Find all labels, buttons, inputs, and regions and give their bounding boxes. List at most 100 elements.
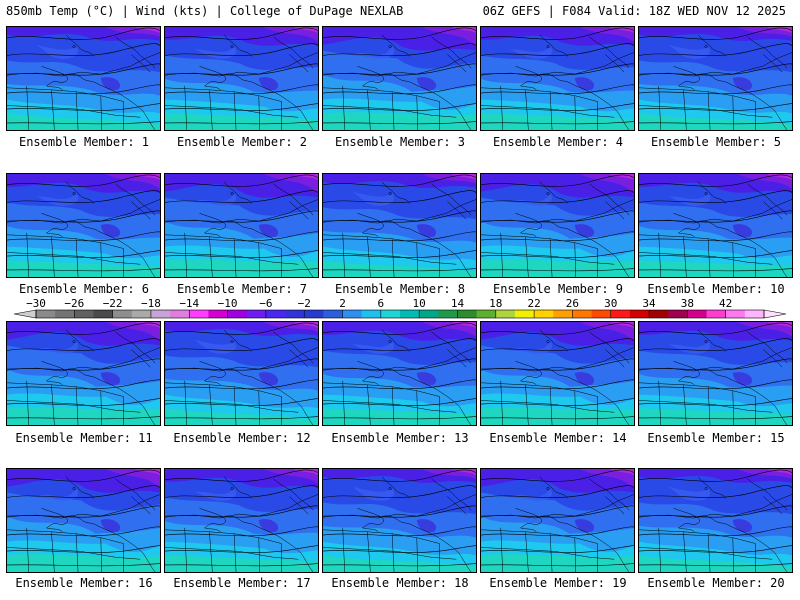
colorbar-swatch xyxy=(687,310,707,318)
ensemble-map-panel xyxy=(6,26,161,131)
ensemble-member-label: Ensemble Member: 15 xyxy=(647,431,785,445)
ensemble-member-label: Ensemble Member: 9 xyxy=(492,282,624,296)
colorbar-swatch xyxy=(150,310,171,318)
ensemble-map-panel xyxy=(322,26,477,131)
colorbar-swatch xyxy=(227,310,248,318)
colorbar-swatch xyxy=(476,310,497,318)
ensemble-member-label: Ensemble Member: 8 xyxy=(334,282,466,296)
colorbar-tick-label: −30 xyxy=(26,297,46,310)
colorbar-swatch xyxy=(285,310,305,318)
ensemble-member-label: Ensemble Member: 6 xyxy=(18,282,150,296)
colorbar-tick-label: 2 xyxy=(339,297,346,310)
colorbar-swatch xyxy=(361,310,382,318)
ensemble-member-label: Ensemble Member: 17 xyxy=(173,576,311,590)
ensemble-map-panel xyxy=(638,468,793,573)
colorbar-swatch xyxy=(208,310,228,318)
colorbar-tick-label: −2 xyxy=(298,297,311,310)
colorbar-swatch xyxy=(438,310,458,318)
colorbar-tick-label: −14 xyxy=(179,297,199,310)
colorbar-tick-label: 10 xyxy=(413,297,426,310)
ensemble-map-panel xyxy=(480,173,635,278)
ensemble-map-panel xyxy=(164,321,319,426)
ensemble-map-panel xyxy=(164,173,319,278)
colorbar-swatch xyxy=(591,310,612,318)
colorbar-tick-label: −6 xyxy=(259,297,272,310)
colorbar-swatch xyxy=(610,310,631,318)
colorbar-swatch xyxy=(112,310,133,318)
ensemble-map-panel xyxy=(638,26,793,131)
ensemble-map-panel xyxy=(480,26,635,131)
colorbar-swatch xyxy=(342,310,363,318)
colorbar-swatch xyxy=(744,310,765,318)
colorbar-left-arrow xyxy=(13,309,37,319)
ensemble-member-label: Ensemble Member: 12 xyxy=(173,431,311,445)
colorbar-tick-label: −22 xyxy=(103,297,123,310)
colorbar-tick-label: 30 xyxy=(604,297,617,310)
ensemble-member-label: Ensemble Member: 20 xyxy=(647,576,785,590)
ensemble-map-panel xyxy=(6,468,161,573)
colorbar-swatch xyxy=(514,310,535,318)
colorbar-tick-label: 6 xyxy=(378,297,385,310)
colorbar-swatch xyxy=(668,310,688,318)
ensemble-member-label: Ensemble Member: 4 xyxy=(492,135,624,149)
colorbar-swatch xyxy=(572,310,592,318)
colorbar-swatch xyxy=(36,310,56,318)
ensemble-map-panel xyxy=(164,26,319,131)
ensemble-map-panel xyxy=(6,321,161,426)
ensemble-member-label: Ensemble Member: 16 xyxy=(15,576,153,590)
colorbar-swatch xyxy=(725,310,746,318)
ensemble-member-label: Ensemble Member: 1 xyxy=(18,135,150,149)
colorbar-swatch xyxy=(93,310,114,318)
colorbar-swatch xyxy=(495,310,516,318)
colorbar-swatch xyxy=(131,310,152,318)
colorbar-swatch xyxy=(246,310,267,318)
ensemble-map-panel xyxy=(322,321,477,426)
colorbar-swatch xyxy=(55,310,75,318)
colorbar-swatch xyxy=(400,310,420,318)
colorbar-swatch xyxy=(457,310,478,318)
ensemble-member-label: Ensemble Member: 18 xyxy=(331,576,469,590)
colorbar-swatch xyxy=(304,310,324,318)
colorbar-tick-label: 22 xyxy=(527,297,540,310)
ensemble-map-panel xyxy=(6,173,161,278)
colorbar-swatch xyxy=(419,310,439,318)
ensemble-map-panel xyxy=(164,468,319,573)
colorbar-swatch xyxy=(323,310,343,318)
colorbar-swatch xyxy=(380,310,401,318)
colorbar-tick-label: −18 xyxy=(141,297,161,310)
ensemble-member-label: Ensemble Member: 13 xyxy=(331,431,469,445)
colorbar-swatch xyxy=(74,310,94,318)
colorbar-swatch xyxy=(649,310,669,318)
ensemble-member-label: Ensemble Member: 7 xyxy=(176,282,308,296)
ensemble-map-panel xyxy=(322,173,477,278)
header-right-run-info: 06Z GEFS | F084 Valid: 18Z WED NOV 12 20… xyxy=(482,4,786,18)
ensemble-member-label: Ensemble Member: 10 xyxy=(647,282,785,296)
ensemble-member-label: Ensemble Member: 11 xyxy=(15,431,153,445)
colorbar-tick-label: 14 xyxy=(451,297,465,310)
colorbar-tick-label: −10 xyxy=(218,297,238,310)
header-left-title: 850mb Temp (°C) | Wind (kts) | College o… xyxy=(6,4,404,18)
ensemble-map-panel xyxy=(638,321,793,426)
colorbar-tick-label: 34 xyxy=(642,297,656,310)
colorbar-swatch xyxy=(170,310,190,318)
colorbar-swatch xyxy=(553,310,573,318)
colorbar-tick-label: −26 xyxy=(64,297,84,310)
ensemble-map-panel xyxy=(480,468,635,573)
ensemble-member-label: Ensemble Member: 2 xyxy=(176,135,308,149)
ensemble-member-label: Ensemble Member: 5 xyxy=(650,135,782,149)
colorbar-swatch xyxy=(629,310,650,318)
ensemble-map-panel xyxy=(480,321,635,426)
colorbar-tick-label: 42 xyxy=(719,297,732,310)
colorbar-swatch xyxy=(265,310,286,318)
ensemble-map-panel xyxy=(638,173,793,278)
colorbar-tick-label: 38 xyxy=(681,297,694,310)
ensemble-member-label: Ensemble Member: 14 xyxy=(489,431,627,445)
colorbar-tick-label: 26 xyxy=(566,297,579,310)
colorbar-swatch xyxy=(706,310,727,318)
colorbar-right-arrow xyxy=(763,309,787,319)
ensemble-member-label: Ensemble Member: 3 xyxy=(334,135,466,149)
ensemble-map-panel xyxy=(322,468,477,573)
colorbar-swatch xyxy=(534,310,554,318)
colorbar-swatch xyxy=(189,310,209,318)
temperature-colorbar: −30 −26 −22 −18 −14 −10 −6 −2 2 6 10 14 18 22 26 30 34 38… xyxy=(13,297,787,319)
